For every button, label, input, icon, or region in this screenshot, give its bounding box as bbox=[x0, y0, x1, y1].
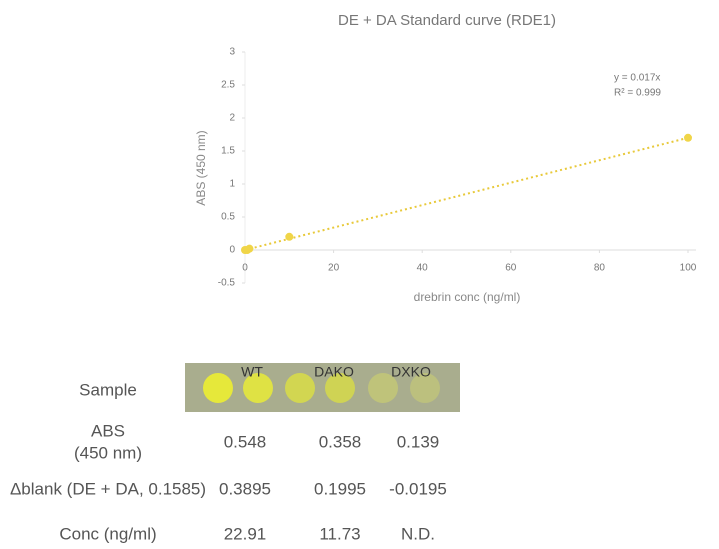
x-tick-label: 0 bbox=[242, 263, 248, 274]
y-tick-label: 0 bbox=[229, 245, 235, 256]
y-tick-label: -0.5 bbox=[218, 278, 236, 289]
trendline bbox=[245, 138, 688, 250]
y-tick-label: 0.5 bbox=[221, 212, 235, 223]
r-squared: R² = 0.999 bbox=[614, 88, 661, 99]
well bbox=[285, 373, 315, 403]
row-label: ABS bbox=[91, 421, 125, 440]
chart: DE + DA Standard curve (RDE1) drebrin co… bbox=[0, 0, 719, 549]
column-label: WT bbox=[241, 364, 263, 380]
cell-value: 0.139 bbox=[397, 432, 440, 451]
x-tick-label: 20 bbox=[328, 263, 340, 274]
y-tick-label: 1 bbox=[229, 179, 235, 190]
row-label: (450 nm) bbox=[74, 443, 142, 462]
x-axis-label: drebrin conc (ng/ml) bbox=[414, 290, 521, 304]
x-tick-label: 40 bbox=[417, 263, 429, 274]
cell-value: 0.548 bbox=[224, 432, 267, 451]
y-tick-label: 2 bbox=[229, 113, 235, 124]
well bbox=[203, 373, 233, 403]
data-point bbox=[285, 233, 293, 241]
cell-value: N.D. bbox=[401, 524, 435, 543]
column-label: DXKO bbox=[391, 364, 431, 380]
column-label: DAKO bbox=[314, 364, 354, 380]
y-tick-label: 2.5 bbox=[221, 80, 235, 91]
x-tick-label: 80 bbox=[594, 263, 606, 274]
data-point bbox=[245, 245, 253, 253]
cell-value: 0.1995 bbox=[314, 479, 366, 498]
data-point bbox=[684, 134, 692, 142]
row-label: Conc (ng/ml) bbox=[59, 524, 156, 543]
cell-value: 22.91 bbox=[224, 524, 267, 543]
y-axis-label: ABS (450 nm) bbox=[194, 130, 208, 205]
cell-value: 0.358 bbox=[319, 432, 362, 451]
x-tick-label: 60 bbox=[505, 263, 517, 274]
y-tick-label: 1.5 bbox=[221, 146, 235, 157]
cell-value: -0.0195 bbox=[389, 479, 447, 498]
y-tick-label: 3 bbox=[229, 47, 235, 58]
trendline-equation: y = 0.017x bbox=[614, 73, 660, 84]
chart-title: DE + DA Standard curve (RDE1) bbox=[338, 12, 556, 29]
cell-value: 11.73 bbox=[319, 524, 360, 543]
cell-value: 0.3895 bbox=[219, 479, 271, 498]
row-label: Δblank (DE + DA, 0.1585) bbox=[10, 479, 206, 498]
x-tick-label: 100 bbox=[680, 263, 697, 274]
page: DE + DA Standard curve (RDE1) drebrin co… bbox=[0, 0, 719, 549]
row-label: Sample bbox=[79, 380, 137, 399]
